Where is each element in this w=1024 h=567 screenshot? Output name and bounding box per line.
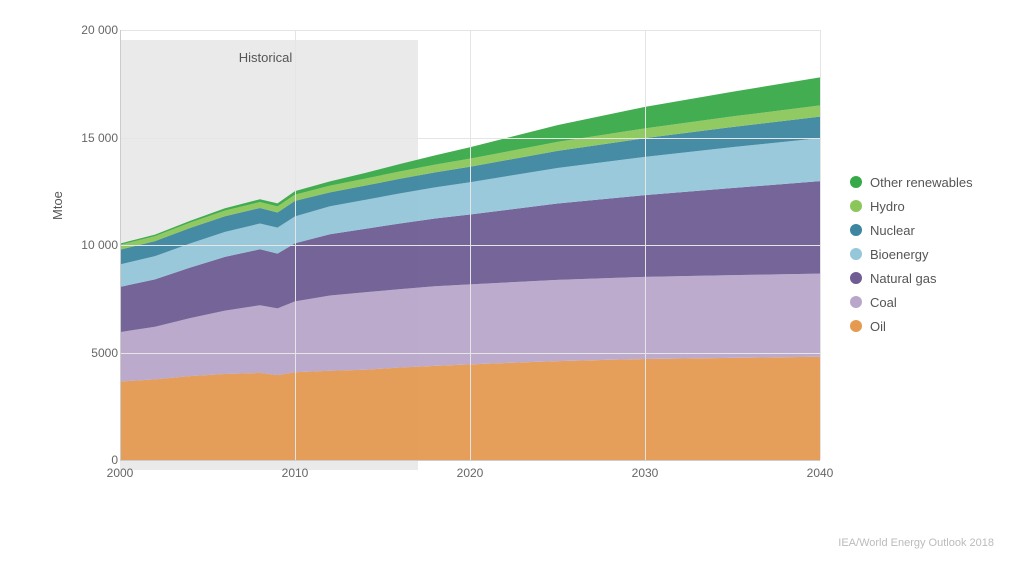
legend-item-oil: Oil: [850, 314, 1010, 338]
x-tick-label: 2030: [632, 466, 659, 480]
legend-label: Oil: [870, 319, 886, 334]
legend-swatch: [850, 176, 862, 188]
legend-swatch: [850, 200, 862, 212]
legend-item-bioenergy: Bioenergy: [850, 242, 1010, 266]
legend-swatch: [850, 272, 862, 284]
chart-container: Mtoe Historical 0 5000 10 000 15 000 20 000 2…: [0, 0, 1024, 567]
historical-label: Historical: [239, 50, 292, 65]
legend-swatch: [850, 224, 862, 236]
y-tick-label: 15 000: [68, 131, 118, 145]
x-tick-label: 2020: [457, 466, 484, 480]
legend-item-natural-gas: Natural gas: [850, 266, 1010, 290]
source-text: IEA/World Energy Outlook 2018: [838, 537, 994, 549]
x-axis-line: [120, 460, 820, 461]
x-grid-line: [470, 30, 471, 460]
legend-label: Natural gas: [870, 271, 936, 286]
legend: Other renewables Hydro Nuclear Bioenergy Nat…: [850, 170, 1010, 338]
x-tick-label: 2010: [282, 466, 309, 480]
legend-label: Hydro: [870, 199, 905, 214]
y-axis-line: [120, 30, 121, 460]
y-tick-label: 0: [68, 453, 118, 467]
legend-swatch: [850, 248, 862, 260]
y-tick-label: 20 000: [68, 23, 118, 37]
legend-label: Bioenergy: [870, 247, 929, 262]
legend-label: Other renewables: [870, 175, 973, 190]
y-tick-label: 10 000: [68, 238, 118, 252]
legend-item-coal: Coal: [850, 290, 1010, 314]
legend-item-other-renewables: Other renewables: [850, 170, 1010, 194]
legend-swatch: [850, 296, 862, 308]
x-grid-line: [295, 30, 296, 460]
x-tick-label: 2000: [107, 466, 134, 480]
y-tick-label: 5000: [68, 346, 118, 360]
y-axis-label: Mtoe: [50, 191, 65, 220]
x-tick-label: 2040: [807, 466, 834, 480]
legend-label: Coal: [870, 295, 897, 310]
legend-label: Nuclear: [870, 223, 915, 238]
legend-swatch: [850, 320, 862, 332]
legend-item-nuclear: Nuclear: [850, 218, 1010, 242]
chart-wrap: Mtoe Historical 0500010 00015 00020 0002…: [60, 20, 830, 500]
legend-item-hydro: Hydro: [850, 194, 1010, 218]
x-grid-line: [645, 30, 646, 460]
x-grid-line: [820, 30, 821, 460]
